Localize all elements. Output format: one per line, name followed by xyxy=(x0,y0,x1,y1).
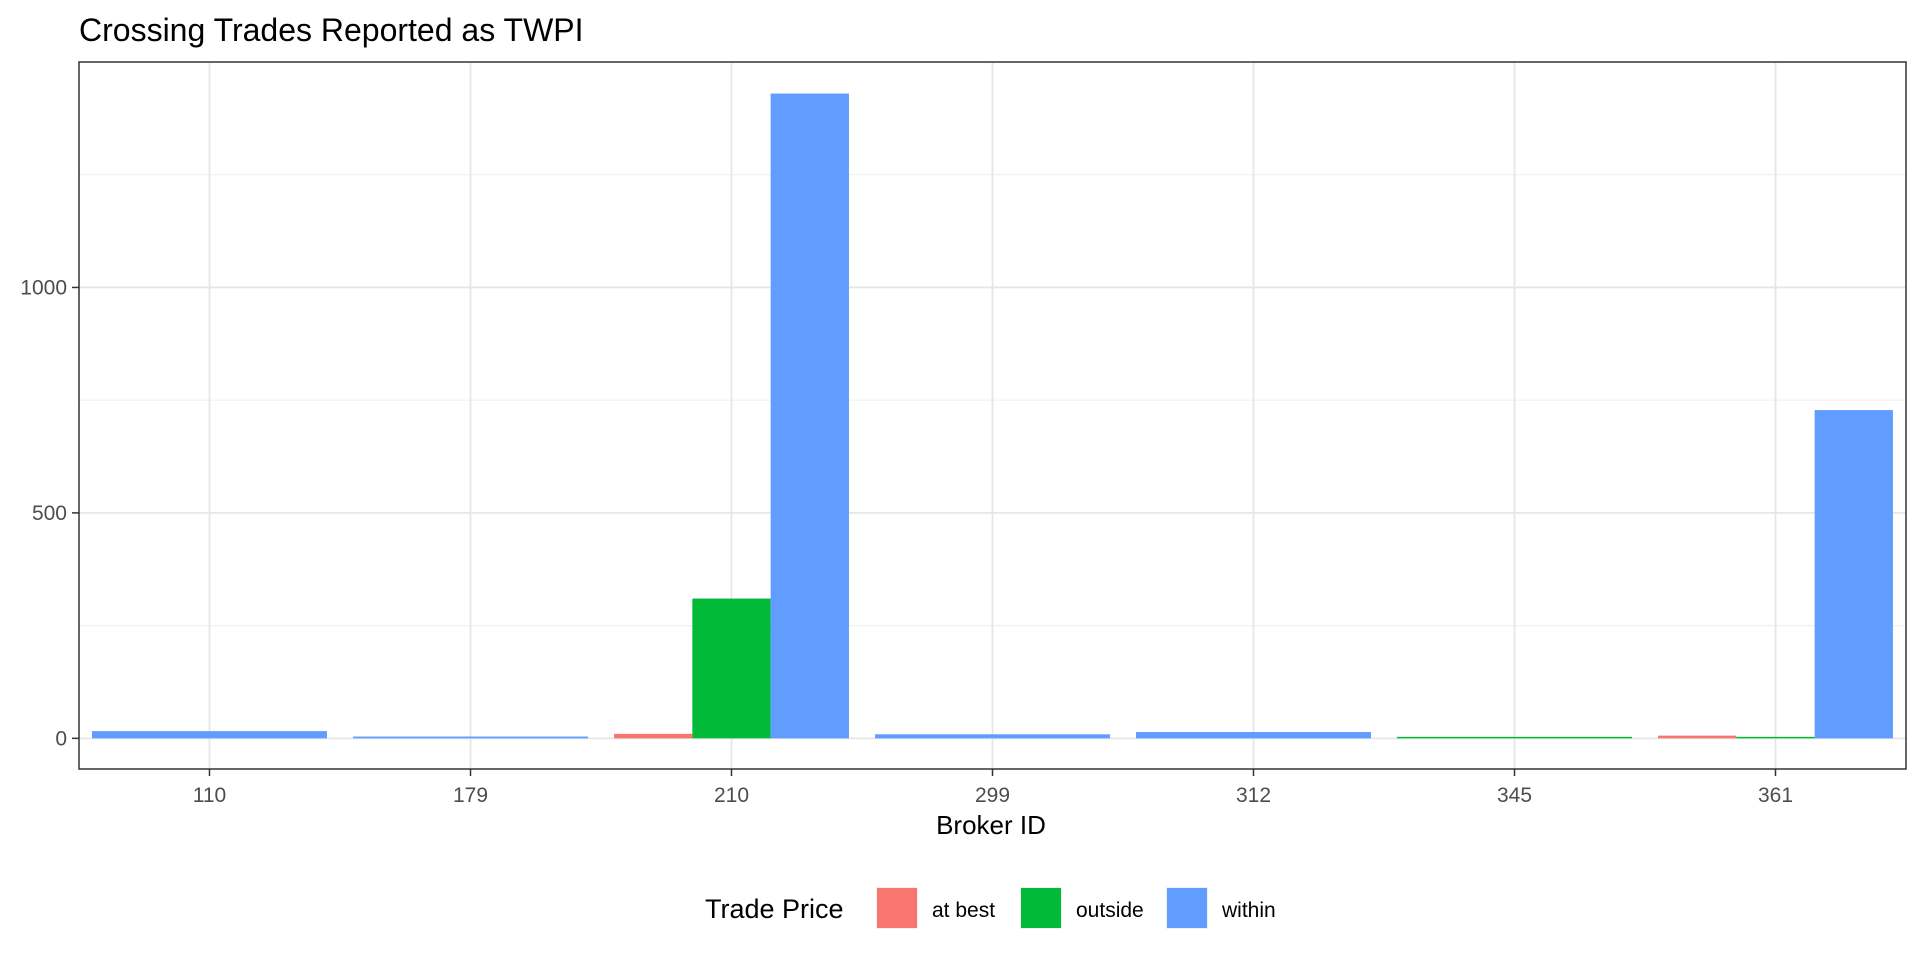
bar xyxy=(92,731,327,739)
legend-label: within xyxy=(1221,899,1276,922)
bar xyxy=(692,598,771,739)
y-tick-label: 500 xyxy=(32,502,67,525)
legend-label: at best xyxy=(932,899,995,922)
bar xyxy=(875,734,1110,739)
bar xyxy=(1814,410,1893,739)
bar xyxy=(353,736,588,739)
bar xyxy=(1736,736,1815,739)
legend: Trade Price at best outside within xyxy=(705,887,1276,929)
legend-key xyxy=(1167,888,1207,928)
x-tick-label: 299 xyxy=(975,784,1010,807)
x-tick-label: 312 xyxy=(1236,784,1271,807)
bar xyxy=(770,93,849,739)
plot-panel: 0 500 1000 110 179 210 299 312 345 361 xyxy=(20,61,1907,807)
bar xyxy=(1397,736,1632,739)
chart-title: Crossing Trades Reported as TWPI xyxy=(79,12,584,48)
x-axis-title: Broker ID xyxy=(936,810,1046,840)
bar xyxy=(1136,732,1371,739)
x-tick-label: 179 xyxy=(453,784,488,807)
x-tick-label: 345 xyxy=(1497,784,1532,807)
bar xyxy=(1658,735,1737,739)
x-tick-label: 210 xyxy=(714,784,749,807)
legend-title: Trade Price xyxy=(705,894,844,924)
y-tick-label: 1000 xyxy=(20,276,67,299)
legend-key xyxy=(1021,888,1061,928)
x-tick-label: 361 xyxy=(1758,784,1793,807)
legend-label: outside xyxy=(1076,899,1144,922)
x-tick-label: 110 xyxy=(193,784,226,807)
y-tick-label: 0 xyxy=(55,727,67,750)
legend-key xyxy=(877,888,917,928)
bar xyxy=(614,733,693,739)
